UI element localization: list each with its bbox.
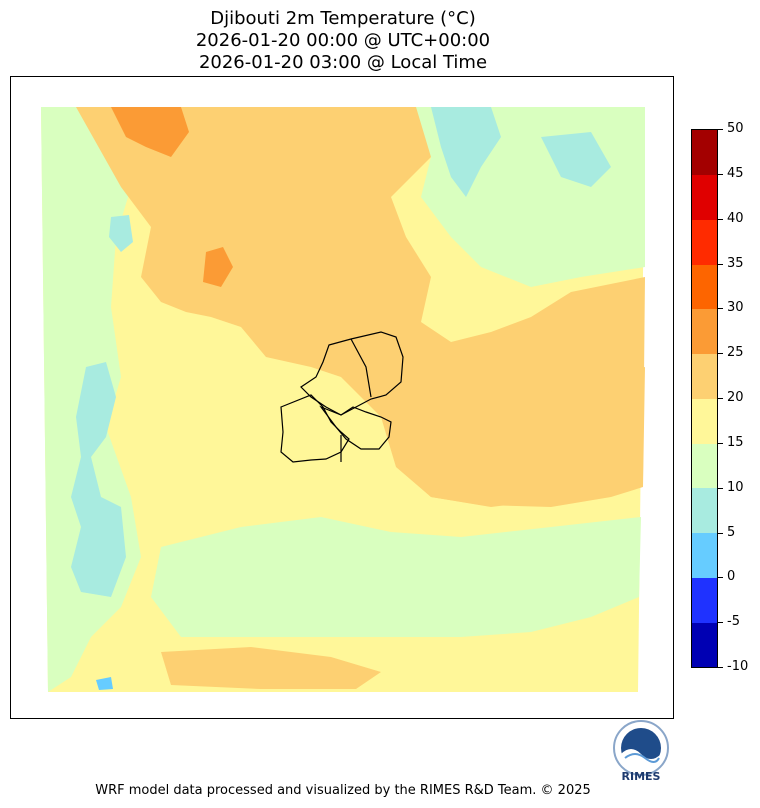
colorbar-tick: [718, 398, 723, 399]
rimes-logo-icon: [609, 720, 673, 784]
colorbar-tick-label: -5: [727, 614, 740, 630]
colorbar-tick: [718, 487, 723, 489]
colorbar-segment: [692, 443, 717, 489]
colorbar-tick-label: 50: [727, 121, 744, 136]
colorbar-tick: [718, 442, 723, 444]
colorbar-tick: [718, 667, 723, 668]
colorbar-segment: [692, 488, 717, 533]
colorbar-tick-label: 20: [727, 390, 744, 405]
colorbar-tick: [718, 129, 723, 130]
field-0-5: [96, 677, 113, 690]
map-title: Djibouti 2m Temperature (°C): [210, 8, 476, 29]
map-frame: RIMES: [10, 76, 674, 783]
djibouti-border: [280, 331, 404, 463]
colorbar-tick-label: 35: [727, 255, 744, 271]
rimes-logo-text: RIMES: [621, 770, 661, 783]
colorbar-segment: [692, 353, 717, 399]
colorbar-tick-label: 30: [727, 300, 744, 316]
colorbar-tick: [718, 218, 723, 220]
colorbar: [691, 129, 718, 668]
colorbar-tick-label: 10: [727, 479, 744, 495]
colorbar-segment: [692, 219, 717, 265]
colorbar-segment: [692, 174, 717, 220]
field-5-10-west: [71, 362, 126, 597]
colorbar-tick-label: 5: [727, 524, 736, 540]
colorbar-tick-label: 15: [727, 434, 744, 450]
field-20-25-south: [161, 647, 381, 689]
colorbar-segment: [692, 130, 717, 175]
colorbar-segment: [692, 398, 717, 444]
colorbar-tick: [718, 263, 723, 265]
colorbar-tick-label: -10: [727, 659, 749, 674]
colorbar-tick-label: 25: [727, 345, 744, 361]
field-10-15-south: [151, 517, 641, 637]
colorbar-tick-label: 0: [727, 569, 736, 585]
map-subtitle-utc: 2026-01-20 00:00 @ UTC+00:00: [195, 30, 491, 51]
colorbar-tick: [718, 353, 723, 355]
field-5-10-east-2: [541, 132, 611, 187]
colorbar-segment: [692, 622, 717, 668]
colorbar-segment: [692, 309, 717, 354]
field-25-30-north: [111, 107, 189, 157]
field-20-25-central: [391, 367, 645, 507]
colorbar-tick: [718, 308, 723, 310]
colorbar-tick-label: 40: [727, 210, 744, 226]
temperature-map: [41, 107, 645, 692]
field-25-30-center: [203, 247, 233, 287]
colorbar-tick: [718, 173, 723, 175]
colorbar-tick: [718, 532, 723, 534]
field-5-10-east: [431, 107, 501, 197]
colorbar-segment: [692, 577, 717, 623]
colorbar-tick: [718, 622, 723, 624]
map-subtitle-local: 2026-01-20 03:00 @ Local Time: [198, 52, 488, 73]
footer-credit: WRF model data processed and visualized …: [95, 783, 591, 798]
colorbar-segment: [692, 532, 717, 578]
colorbar-tick-label: 45: [727, 165, 744, 181]
field-5-10-west-2: [109, 215, 133, 252]
colorbar-tick: [718, 577, 723, 579]
colorbar-segment: [692, 264, 717, 310]
